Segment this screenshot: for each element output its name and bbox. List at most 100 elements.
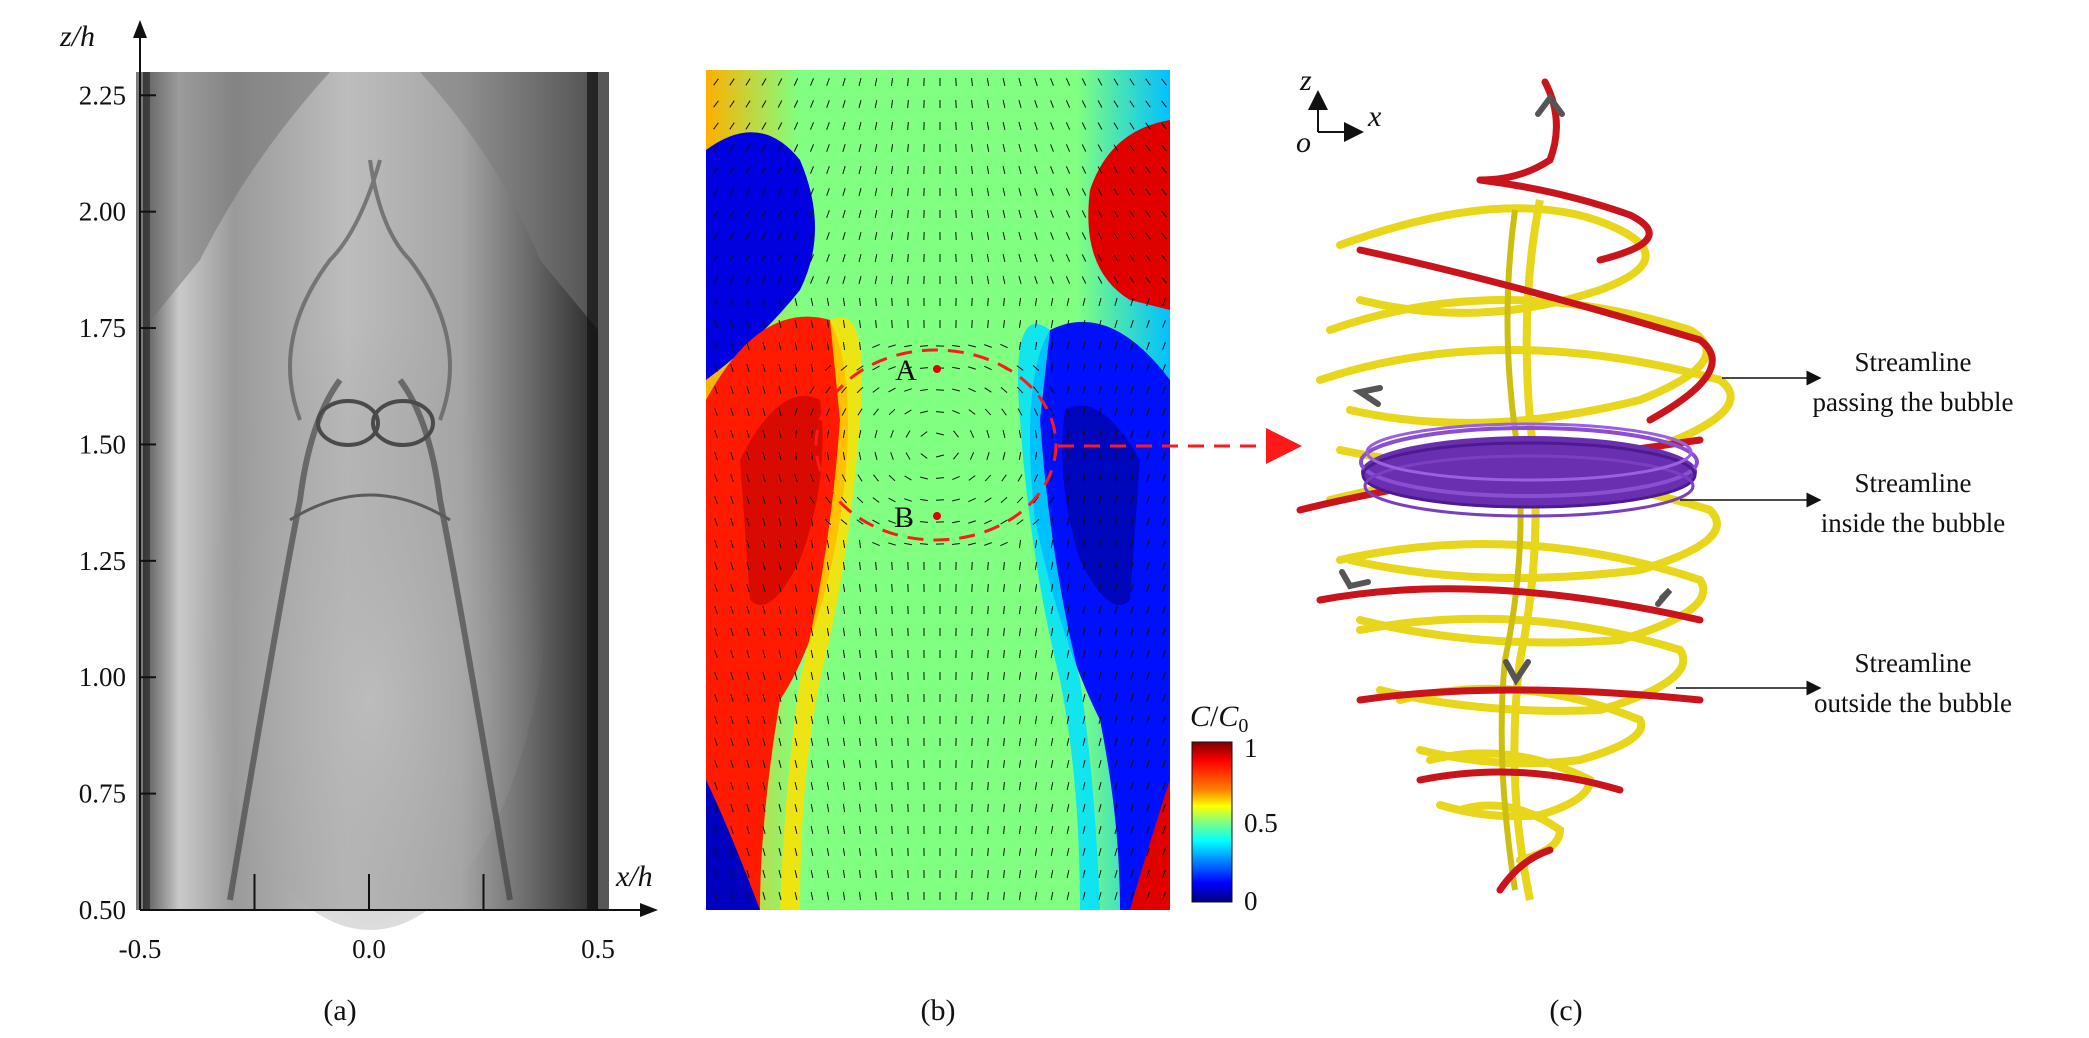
velocity-vector [919, 476, 929, 480]
velocity-vector [1146, 694, 1150, 702]
velocity-vector [1114, 540, 1118, 548]
velocity-vector [840, 365, 848, 371]
velocity-vector [794, 539, 798, 549]
velocity-vector [794, 627, 798, 637]
velocity-vector [1034, 781, 1038, 791]
velocity-vector [1162, 628, 1166, 636]
velocity-vector [1002, 77, 1006, 87]
velocity-vector [746, 452, 750, 460]
velocity-vector [1081, 78, 1087, 86]
velocity-vector [842, 649, 846, 659]
velocity-vector [1065, 166, 1071, 174]
velocity-vector [810, 847, 814, 857]
velocity-vector [987, 825, 989, 835]
velocity-vector [1082, 473, 1086, 483]
velocity-vector [778, 298, 782, 306]
velocity-vector [1002, 99, 1006, 109]
velocity-vector [1146, 320, 1150, 328]
velocity-vector [793, 100, 799, 108]
velocity-vector [1066, 517, 1070, 527]
velocity-vector [1066, 847, 1070, 857]
velocity-vector [842, 188, 846, 196]
velocity-vector [713, 254, 719, 262]
velocity-vector [968, 497, 976, 503]
velocity-vector [1049, 386, 1055, 394]
velocity-vector [1114, 584, 1118, 592]
velocity-vector [761, 210, 767, 218]
velocity-vector [810, 781, 814, 791]
velocity-vector [905, 430, 911, 438]
velocity-vector [1033, 386, 1039, 394]
velocity-vector [907, 187, 909, 197]
velocity-vector [793, 210, 799, 218]
velocity-vector [842, 715, 846, 725]
velocity-vector [1130, 650, 1134, 658]
velocity-vector [1097, 100, 1103, 108]
velocity-vector [842, 78, 846, 86]
velocity-vector [761, 188, 767, 196]
velocity-vector [1066, 781, 1070, 791]
velocity-vector [1114, 562, 1118, 570]
velocity-vector [888, 387, 896, 393]
velocity-vector [746, 408, 750, 416]
velocity-vector [874, 143, 878, 153]
velocity-vector [746, 826, 750, 834]
velocity-vector [1082, 803, 1086, 813]
velocity-vector [907, 253, 909, 263]
velocity-vector [730, 540, 734, 548]
velocity-vector [1161, 78, 1167, 86]
velocity-vector [907, 165, 909, 175]
velocity-vector [1050, 869, 1054, 879]
velocity-vector [810, 319, 814, 329]
velocity-vector [1098, 672, 1102, 680]
velocity-vector [1145, 254, 1151, 262]
point-a-label: A [895, 354, 917, 387]
velocity-vector [1098, 540, 1102, 548]
velocity-vector [856, 365, 864, 371]
velocity-vector [891, 319, 893, 329]
velocity-vector [778, 386, 782, 394]
velocity-vector [856, 496, 864, 504]
velocity-vector [1018, 693, 1022, 703]
velocity-vector [1050, 693, 1054, 703]
velocity-vector [951, 344, 961, 348]
velocity-vector [1082, 539, 1086, 549]
streamline-axial [1510, 199, 1544, 901]
velocity-vector [971, 165, 973, 175]
velocity-vector [1146, 364, 1150, 372]
velocity-vector [714, 694, 718, 702]
velocity-vector [795, 429, 797, 439]
velocity-vector [1018, 122, 1022, 130]
velocity-vector [874, 121, 878, 131]
velocity-vector [987, 671, 989, 681]
velocity-vector [905, 452, 911, 460]
velocity-vector [891, 737, 893, 747]
velocity-vector [875, 693, 877, 703]
velocity-vector [1034, 803, 1038, 813]
velocity-vector [1113, 276, 1119, 284]
velocity-vector [1003, 781, 1005, 791]
velocity-vector [810, 122, 814, 130]
velocity-vector [730, 716, 734, 724]
velocity-vector [826, 319, 830, 329]
velocity-vector [1065, 188, 1071, 196]
velocity-vector [1162, 540, 1166, 548]
velocity-vector [746, 870, 750, 878]
velocity-vector [713, 144, 719, 152]
velocity-vector [826, 254, 830, 262]
velocity-vector [951, 520, 961, 524]
velocity-vector [1145, 78, 1151, 86]
velocity-vector [875, 869, 877, 879]
velocity-vector [1000, 387, 1008, 393]
velocity-vector [891, 693, 893, 703]
velocity-vector [826, 78, 830, 86]
velocity-vector [1130, 430, 1134, 438]
velocity-vector [1050, 825, 1054, 835]
velocity-vector [951, 542, 961, 546]
velocity-vector [1034, 166, 1038, 174]
velocity-vector [1130, 804, 1134, 812]
velocity-vector [778, 408, 782, 416]
velocity-vector [987, 583, 989, 593]
velocity-vector [1018, 166, 1022, 174]
velocity-vector [810, 474, 814, 482]
